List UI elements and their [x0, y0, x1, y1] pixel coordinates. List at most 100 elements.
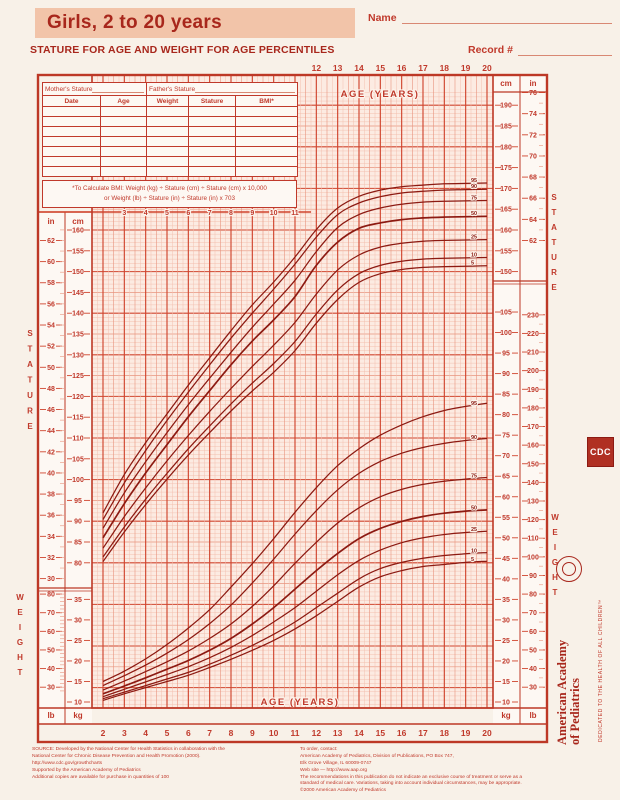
footer-text-line: National Center for Chronic Disease Prev…	[32, 753, 201, 759]
svg-text:4: 4	[144, 210, 148, 217]
svg-text:50: 50	[471, 506, 477, 512]
svg-text:150: 150	[72, 269, 84, 276]
svg-text:36: 36	[47, 513, 55, 520]
svg-text:6: 6	[186, 728, 191, 738]
svg-text:105: 105	[500, 310, 512, 317]
svg-text:20: 20	[482, 728, 492, 738]
svg-text:120: 120	[72, 394, 84, 401]
svg-text:80: 80	[529, 592, 537, 599]
svg-text:46: 46	[47, 407, 55, 414]
svg-text:cm: cm	[500, 79, 512, 88]
svg-text:30: 30	[502, 617, 510, 624]
svg-text:100: 100	[72, 477, 84, 484]
footer-text-line: Web site — http://www.aap.org	[300, 767, 368, 773]
svg-text:T: T	[18, 668, 23, 677]
svg-text:150: 150	[500, 269, 512, 276]
svg-text:W: W	[551, 513, 559, 522]
svg-text:W: W	[16, 593, 24, 602]
table-empty-cell	[235, 116, 299, 127]
table-empty-cell	[146, 136, 190, 147]
footer-text-line: SOURCE: Developed by the National Center…	[32, 747, 226, 752]
svg-text:14: 14	[354, 63, 364, 73]
name-field: Name	[368, 12, 612, 24]
table-empty-row	[42, 156, 299, 167]
table-empty-cell	[42, 156, 101, 167]
weight-p10-curve	[102, 551, 488, 700]
svg-text:110: 110	[527, 536, 538, 543]
footer-text-line: ©2000 American Academy of Pediatrics	[300, 788, 386, 794]
svg-text:10: 10	[269, 728, 279, 738]
svg-text:130: 130	[72, 352, 84, 359]
table-empty-cell	[235, 166, 299, 177]
table-empty-cell	[99, 156, 148, 167]
aap-motto-vertical: DEDICATED TO THE HEALTH OF ALL CHILDREN™	[598, 599, 604, 742]
svg-text:155: 155	[500, 248, 512, 255]
svg-text:110: 110	[72, 436, 83, 443]
svg-text:70: 70	[529, 610, 537, 617]
weight-p50-curve	[102, 509, 488, 695]
svg-text:30: 30	[74, 617, 82, 624]
svg-text:5: 5	[165, 728, 170, 738]
weight-percentile-curves: 5 10 25 50 75 90 95	[102, 400, 488, 701]
svg-text:170: 170	[527, 424, 539, 431]
svg-text:105: 105	[72, 456, 84, 463]
svg-text:H: H	[552, 573, 558, 582]
svg-text:90: 90	[529, 573, 537, 580]
table-empty-cell	[188, 116, 237, 127]
table-empty-row	[42, 146, 299, 157]
svg-text:40: 40	[529, 666, 537, 673]
svg-text:32: 32	[47, 555, 55, 562]
table-column-header: Stature	[188, 95, 237, 107]
table-empty-cell	[42, 136, 101, 147]
stature-p25-curve	[102, 238, 488, 549]
svg-text:6: 6	[186, 210, 190, 217]
svg-text:70: 70	[502, 453, 510, 460]
svg-text:54: 54	[47, 323, 55, 330]
svg-text:10: 10	[471, 548, 477, 554]
svg-text:210: 210	[527, 350, 539, 357]
svg-text:S: S	[27, 329, 33, 338]
table-empty-cell	[146, 166, 190, 177]
svg-text:9: 9	[250, 728, 255, 738]
svg-text:68: 68	[529, 175, 537, 182]
svg-text:35: 35	[74, 597, 82, 604]
svg-text:90: 90	[471, 184, 477, 190]
table-empty-cell	[235, 156, 299, 167]
svg-text:50: 50	[47, 647, 55, 654]
svg-text:230: 230	[527, 312, 539, 319]
svg-text:3: 3	[122, 728, 127, 738]
svg-text:180: 180	[527, 405, 539, 412]
table-empty-cell	[235, 136, 299, 147]
svg-text:48: 48	[47, 386, 55, 393]
svg-text:8: 8	[229, 210, 233, 217]
svg-text:G: G	[552, 558, 558, 567]
svg-text:20: 20	[482, 63, 492, 73]
svg-text:U: U	[551, 253, 557, 262]
svg-text:30: 30	[529, 685, 537, 692]
table-empty-row	[42, 166, 299, 177]
svg-text:60: 60	[529, 629, 537, 636]
weight-p90-curve	[102, 437, 488, 687]
table-empty-cell	[235, 126, 299, 137]
svg-text:130: 130	[527, 498, 539, 505]
svg-text:E: E	[17, 608, 23, 617]
svg-text:10: 10	[74, 700, 82, 707]
svg-text:60: 60	[47, 629, 55, 636]
fathers-stature-cell: Father's Stature	[146, 82, 299, 96]
svg-text:A: A	[551, 223, 557, 232]
svg-text:9: 9	[250, 210, 254, 217]
record-number-label: Record #	[468, 44, 513, 56]
fathers-stature-label: Father's Stature	[149, 86, 196, 93]
table-empty-row	[42, 136, 299, 147]
stature-p75-curve	[102, 199, 488, 529]
svg-text:70: 70	[529, 153, 537, 160]
svg-text:50: 50	[502, 535, 510, 542]
svg-text:cm: cm	[72, 217, 84, 226]
footer-text-line: Elk Grove Village, IL 60009-0747	[300, 760, 372, 766]
svg-text:T: T	[28, 345, 33, 354]
table-column-header: BMI*	[235, 95, 299, 107]
svg-text:18: 18	[440, 63, 450, 73]
svg-text:35: 35	[502, 597, 510, 604]
